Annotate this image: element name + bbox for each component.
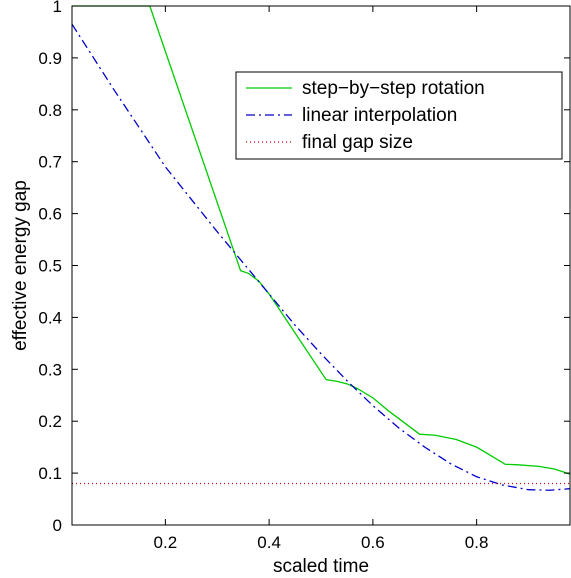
- x-tick-label: 0.2: [154, 533, 178, 552]
- series-line-1: [71, 23, 571, 491]
- y-tick-label: 0.1: [38, 464, 62, 483]
- y-tick-label: 0.7: [38, 153, 62, 172]
- y-tick-label: 0.3: [38, 360, 62, 379]
- y-tick-label: 0.2: [38, 412, 62, 431]
- series-layer: [71, 5, 571, 491]
- y-tick-label: 0.8: [38, 101, 62, 120]
- legend-label-0: step−by−step rotation: [302, 78, 485, 99]
- legend-label-1: linear interpolation: [302, 105, 457, 126]
- x-tick-label: 0.8: [465, 533, 489, 552]
- y-tick-label: 0.9: [38, 49, 62, 68]
- y-tick-label: 0: [53, 516, 62, 535]
- legend: step−by−step rotation linear interpolatio…: [235, 71, 563, 160]
- x-tick-label: 0.6: [361, 533, 385, 552]
- series-line-0: [72, 5, 571, 475]
- y-tick-label: 1: [53, 0, 62, 16]
- x-tick-label: 0.4: [257, 533, 281, 552]
- y-tick-label: 0.6: [38, 205, 62, 224]
- ticks-layer: 0.2 0.4 0.6 0.8 0 0.1 0.2 0.3 0.4 0.5 0.6 0.7 0.8 0.9…: [38, 0, 570, 552]
- y-tick-label: 0.4: [38, 308, 62, 327]
- y-axis-label: effective energy gap: [10, 180, 31, 351]
- y-tick-label: 0.5: [38, 257, 62, 276]
- legend-label-2: final gap size: [302, 132, 413, 153]
- x-axis-label: scaled time: [273, 556, 369, 577]
